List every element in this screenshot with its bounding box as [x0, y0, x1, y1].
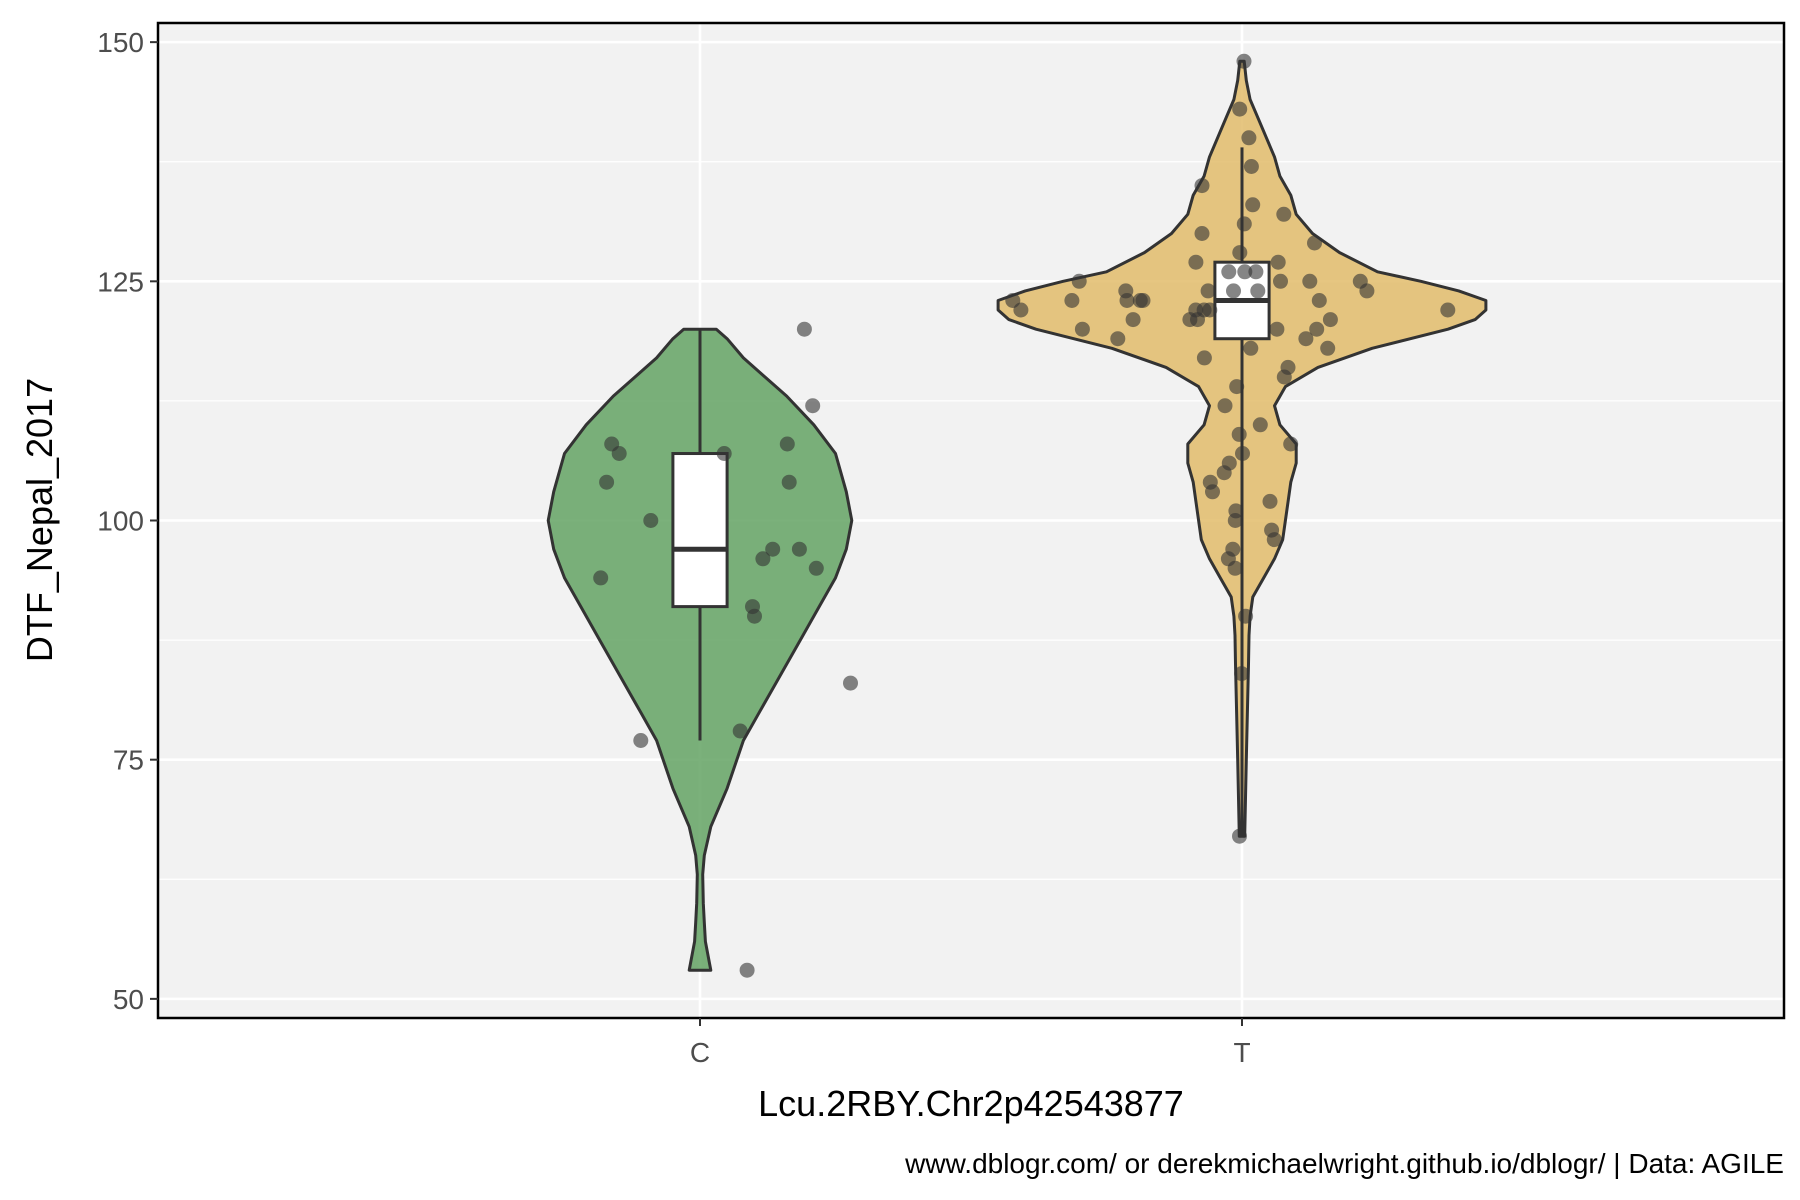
- data-point-T: [1064, 293, 1080, 308]
- data-point-T: [1280, 359, 1296, 375]
- data-point-T: [1322, 312, 1338, 328]
- data-point-C: [599, 474, 615, 490]
- caption: www.dblogr.com/ or derekmichaelwright.gi…: [904, 1148, 1784, 1179]
- data-point-T: [1229, 379, 1245, 395]
- data-point-T: [1273, 273, 1288, 289]
- y-tick-label: 100: [97, 506, 144, 537]
- data-point-T: [1243, 159, 1259, 174]
- data-point-T: [1252, 417, 1268, 433]
- data-point-T: [1228, 503, 1244, 519]
- data-point-T: [1235, 446, 1250, 461]
- data-point-C: [604, 436, 620, 452]
- data-point-C: [808, 560, 824, 576]
- data-point-T: [1200, 283, 1216, 299]
- data-point-T: [1269, 321, 1285, 337]
- data-point-T: [1241, 130, 1257, 146]
- data-point-T: [1071, 273, 1087, 289]
- data-point-C: [791, 541, 807, 557]
- data-point-T: [1196, 350, 1212, 366]
- data-point-T: [1238, 608, 1254, 624]
- data-point-C: [593, 570, 609, 586]
- data-point-T: [1225, 541, 1241, 557]
- data-point-T: [1194, 226, 1210, 241]
- box-C: [671, 452, 729, 609]
- data-point-T: [1352, 273, 1368, 289]
- data-point-T: [1074, 321, 1090, 337]
- data-point-C: [643, 513, 659, 528]
- data-point-T: [1311, 293, 1327, 308]
- data-point-T: [1188, 254, 1204, 270]
- data-point-T: [1248, 264, 1264, 280]
- x-tick-label: T: [1233, 1037, 1250, 1068]
- data-point-T: [1276, 206, 1292, 222]
- data-point-T: [1232, 828, 1247, 844]
- x-tick-label: C: [690, 1037, 710, 1068]
- data-point-T: [1250, 283, 1266, 299]
- data-point-T: [1202, 302, 1218, 318]
- data-point-C: [805, 398, 821, 414]
- data-point-T: [1231, 426, 1247, 442]
- data-point-T: [1440, 302, 1456, 318]
- jitter-points: [593, 53, 1456, 978]
- x-axis-title: Lcu.2RBY.Chr2p42543877: [758, 1083, 1184, 1124]
- y-axis: 50 75 100 125 150: [97, 27, 158, 1015]
- data-point-T: [1232, 101, 1248, 117]
- data-point-T: [1217, 398, 1233, 414]
- data-point-C: [755, 551, 771, 567]
- data-point-T: [1234, 666, 1250, 682]
- data-point-T: [1118, 283, 1134, 299]
- y-axis-title: DTF_Nepal_2017: [19, 378, 60, 662]
- data-point-C: [781, 474, 797, 490]
- y-tick-label: 75: [113, 745, 144, 776]
- y-tick-label: 150: [97, 27, 144, 58]
- data-point-T: [1125, 312, 1141, 328]
- data-point-T: [1226, 283, 1241, 299]
- data-point-T: [1110, 331, 1126, 347]
- y-tick-label: 50: [113, 984, 144, 1015]
- data-point-T: [1320, 340, 1336, 356]
- data-point-T: [1309, 321, 1325, 337]
- data-point-C: [765, 541, 781, 557]
- data-point-T: [1302, 273, 1318, 289]
- grid-minor: [158, 161, 1784, 880]
- data-point-T: [1243, 340, 1259, 356]
- data-point-T: [1221, 264, 1237, 280]
- data-point-C: [716, 446, 732, 461]
- data-point-T: [1236, 216, 1252, 232]
- data-point-C: [633, 733, 649, 748]
- data-point-C: [796, 321, 812, 337]
- data-point-T: [1236, 53, 1252, 69]
- data-point-C: [745, 599, 760, 615]
- data-point-C: [739, 962, 755, 978]
- data-point-T: [1202, 474, 1218, 490]
- data-point-C: [779, 436, 795, 452]
- data-point-T: [1005, 293, 1021, 308]
- data-point-T: [1283, 436, 1299, 452]
- data-point-T: [1221, 455, 1237, 471]
- data-point-T: [1194, 178, 1210, 194]
- data-point-T: [1237, 264, 1253, 280]
- data-point-C: [843, 675, 858, 691]
- data-point-T: [1264, 522, 1280, 538]
- data-point-T: [1262, 493, 1278, 509]
- data-point-T: [1298, 331, 1314, 347]
- data-point-T: [1245, 197, 1261, 213]
- y-tick-label: 125: [97, 266, 144, 297]
- data-point-T: [1132, 293, 1148, 308]
- data-point-T: [1232, 245, 1248, 261]
- data-point-T: [1270, 254, 1286, 270]
- data-point-T: [1307, 235, 1322, 251]
- data-point-C: [732, 723, 748, 739]
